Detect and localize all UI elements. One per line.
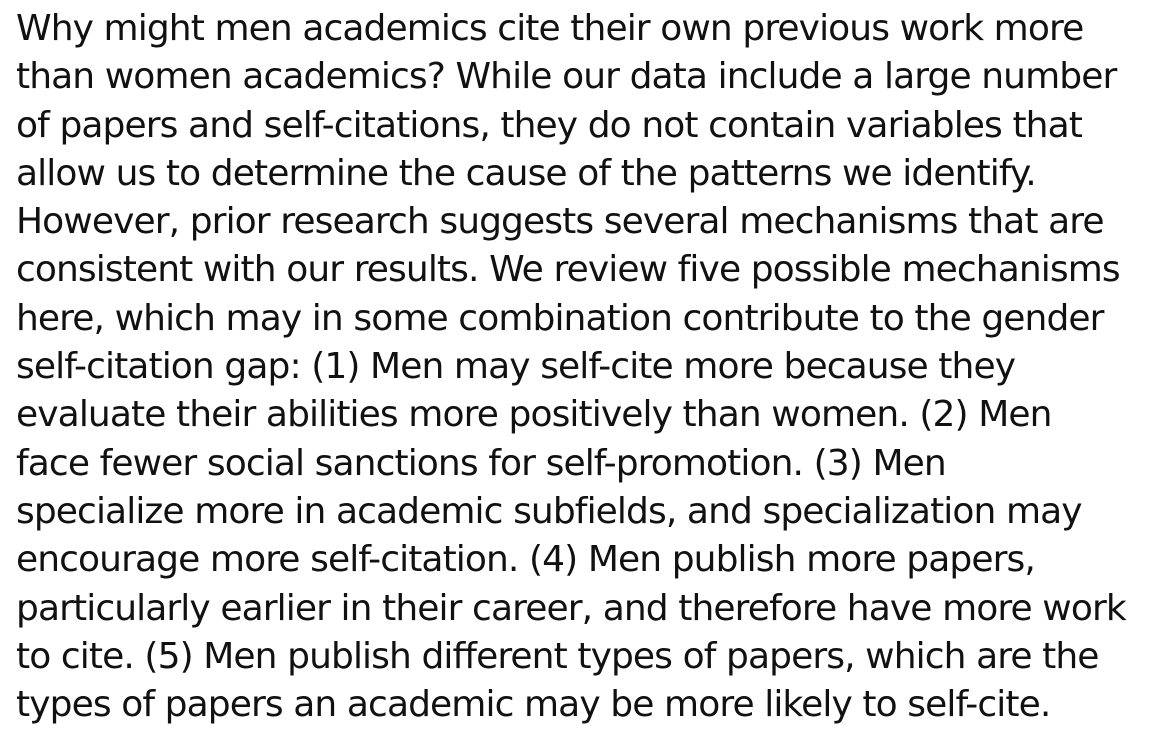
text-line: However, prior research suggests several… xyxy=(16,201,1105,243)
text-line: here, which may in some combination cont… xyxy=(16,297,1104,339)
text-line: encourage more self-citation. (4) Men pu… xyxy=(16,539,1036,581)
text-line: types of papers an academic may be more … xyxy=(16,684,1051,726)
text-line: of papers and self-citations, they do no… xyxy=(16,104,1083,146)
text-line: consistent with our results. We review f… xyxy=(16,249,1121,291)
text-line: face fewer social sanctions for self-pro… xyxy=(16,442,947,484)
text-line: specialize more in academic subfields, a… xyxy=(16,490,1083,532)
text-line: than women academics? While our data inc… xyxy=(16,56,1117,98)
body-paragraph: Why might men academics cite their own p… xyxy=(16,5,1161,729)
text-line: to cite. (5) Men publish different types… xyxy=(16,635,1099,677)
text-line: self-citation gap: (1) Men may self-cite… xyxy=(16,346,1016,388)
text-line: allow us to determine the cause of the p… xyxy=(16,152,1037,194)
text-line: evaluate their abilities more positively… xyxy=(16,394,1052,436)
text-line: particularly earlier in their career, an… xyxy=(16,587,1127,629)
text-line: Why might men academics cite their own p… xyxy=(16,8,1084,49)
